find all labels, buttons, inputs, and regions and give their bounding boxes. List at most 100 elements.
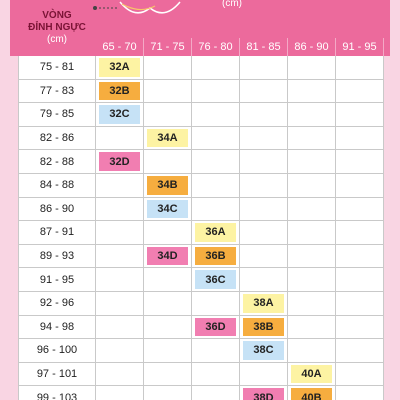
- size-badge: 36D: [195, 317, 236, 337]
- table-cell: [144, 339, 192, 363]
- size-badge: 38C: [243, 341, 284, 360]
- column-header: 86 - 90: [288, 38, 336, 56]
- table-cell: [336, 56, 384, 80]
- table-cell: [288, 315, 336, 340]
- table-cell: [336, 386, 384, 400]
- row-label: 97 - 101: [18, 362, 96, 387]
- table-cell: [288, 79, 336, 104]
- size-badge: 32C: [99, 105, 140, 124]
- row-label: 82 - 88: [18, 150, 96, 174]
- table-cell: [192, 79, 240, 104]
- table-cell: 34B: [144, 174, 192, 198]
- table-cell: [96, 244, 144, 269]
- bra-sketch: [93, 1, 181, 14]
- size-badge: 32A: [99, 58, 140, 77]
- table-cell: [240, 150, 288, 174]
- row-label: 84 - 88: [18, 174, 96, 198]
- table-cell: [192, 126, 240, 151]
- column-header: 91 - 95: [336, 38, 384, 56]
- size-badge: 38A: [243, 294, 284, 313]
- table-cell: [144, 315, 192, 340]
- table-cell: [192, 174, 240, 198]
- size-badge: 34A: [147, 128, 188, 148]
- column-header: 81 - 85: [240, 38, 288, 56]
- table-cell: [96, 174, 144, 198]
- table-cell: 36D: [192, 315, 240, 340]
- table-cell: [192, 197, 240, 222]
- table-cell: [192, 56, 240, 80]
- table-cell: [288, 221, 336, 245]
- row-label: 79 - 85: [18, 103, 96, 127]
- table-cell: [240, 268, 288, 292]
- table-cell: [288, 126, 336, 151]
- table-cell: 36B: [192, 244, 240, 269]
- row-heading: VÒNG ĐỈNH NGỰC (cm): [18, 10, 96, 46]
- table-cell: [240, 174, 288, 198]
- table-cell: 32B: [96, 79, 144, 104]
- size-badge: 40A: [291, 364, 332, 384]
- table-cell: [96, 362, 144, 387]
- table-cell: [240, 244, 288, 269]
- table-cell: [336, 315, 384, 340]
- table-cell: [336, 174, 384, 198]
- table-cell: [192, 339, 240, 363]
- table-cell: [192, 362, 240, 387]
- table-cell: [144, 103, 192, 127]
- table-cell: [336, 103, 384, 127]
- table-cell: [336, 150, 384, 174]
- table-cell: 32A: [96, 56, 144, 80]
- size-badge: 32B: [99, 81, 140, 101]
- table-cell: [336, 126, 384, 151]
- table-cell: 36A: [192, 221, 240, 245]
- table-cell: [144, 268, 192, 292]
- table-cell: [240, 197, 288, 222]
- table-cell: [288, 150, 336, 174]
- table-cell: [288, 292, 336, 316]
- table-cell: [144, 362, 192, 387]
- row-label: 82 - 86: [18, 126, 96, 151]
- table-cell: [240, 79, 288, 104]
- table-cell: [96, 197, 144, 222]
- row-label: 89 - 93: [18, 244, 96, 269]
- table-cell: [336, 268, 384, 292]
- table-cell: 38C: [240, 339, 288, 363]
- table-cell: [336, 244, 384, 269]
- table-cell: 34C: [144, 197, 192, 222]
- table-cell: 34D: [144, 244, 192, 269]
- table-cell: 38D: [240, 386, 288, 400]
- table-cell: [336, 79, 384, 104]
- size-badge: 36B: [195, 246, 236, 266]
- table-cell: [192, 150, 240, 174]
- table-cell: [288, 56, 336, 80]
- size-badge: 40B: [291, 388, 332, 400]
- table-cell: [336, 339, 384, 363]
- table-cell: [240, 362, 288, 387]
- row-label: 75 - 81: [18, 56, 96, 80]
- table-cell: 32D: [96, 150, 144, 174]
- size-badge: 36C: [195, 270, 236, 289]
- table-cell: 36C: [192, 268, 240, 292]
- row-label: 87 - 91: [18, 221, 96, 245]
- table-cell: [240, 126, 288, 151]
- table-cell: [336, 362, 384, 387]
- table-cell: [144, 292, 192, 316]
- row-label: 86 - 90: [18, 197, 96, 222]
- size-badge: 34D: [147, 246, 188, 266]
- table-cell: 38A: [240, 292, 288, 316]
- row-label: 94 - 98: [18, 315, 96, 340]
- table-cell: [96, 339, 144, 363]
- table-cell: [96, 221, 144, 245]
- table-cell: 38B: [240, 315, 288, 340]
- size-badge: 36A: [195, 223, 236, 242]
- size-badge: 32D: [99, 152, 140, 171]
- table-cell: [144, 150, 192, 174]
- table-cell: [96, 292, 144, 316]
- table-cell: [192, 386, 240, 400]
- row-heading-line: ĐỈNH NGỰC: [28, 22, 86, 33]
- table-cell: 40B: [288, 386, 336, 400]
- table-cell: [336, 292, 384, 316]
- table-cell: [288, 103, 336, 127]
- header-band: [10, 0, 390, 56]
- row-label: 77 - 83: [18, 79, 96, 104]
